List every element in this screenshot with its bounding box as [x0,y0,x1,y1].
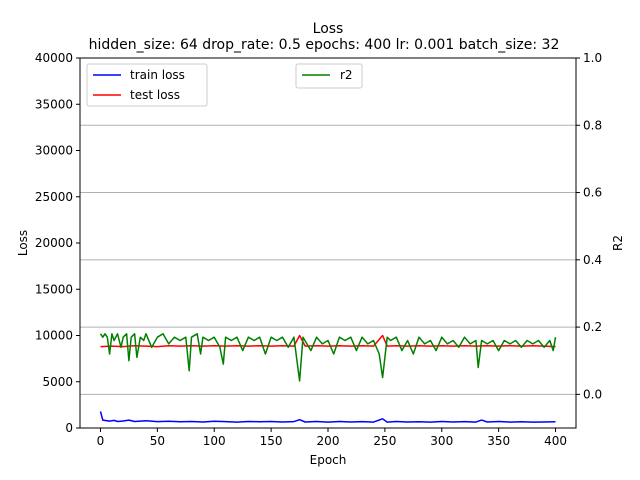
chart-title: Loss [313,21,344,37]
series-line-r2 [99,333,557,382]
y-tick-label: 0 [65,421,73,435]
x-tick-label: 100 [203,434,226,448]
y-tick-label: 40000 [35,51,73,65]
chart-subtitle: hidden_size: 64 drop_rate: 0.5 epochs: 4… [89,37,560,53]
y-tick-label: 5000 [42,375,73,389]
y2-tick-label: 0.2 [583,320,602,334]
x-axis-label: Epoch [310,453,347,467]
x-tick-label: 350 [487,434,510,448]
series-layer [99,333,557,423]
x-tick-label: 400 [544,434,567,448]
x-tick-label: 150 [260,434,283,448]
y-tick-label: 25000 [35,190,73,204]
series-line-train-loss [99,411,556,423]
y-tick-label: 35000 [35,97,73,111]
y-tick-label: 30000 [35,144,73,158]
y-tick-label: 20000 [35,236,73,250]
x-axis-ticks: 0 50 100 150 200 250 300 350 400 [97,428,567,448]
y-axis-label: Loss [16,230,30,256]
legend-train-loss-label: train loss [130,68,185,82]
legend-right: r2 [295,63,363,89]
y2-tick-label: 0.4 [583,253,602,267]
y2-tick-label: 1.0 [583,51,602,65]
legend-r2-label: r2 [340,68,353,82]
legend-left: train loss test loss [86,63,208,107]
y-tick-label: 10000 [35,329,73,343]
y-axis-ticks: 0 5000 10000 15000 20000 25000 30000 35000 40000 [35,51,80,435]
y2-tick-label: 0.0 [583,387,602,401]
x-tick-label: 50 [150,434,165,448]
legend-test-loss-label: test loss [130,88,180,102]
x-tick-label: 250 [373,434,396,448]
y-tick-label: 15000 [35,282,73,296]
x-tick-label: 300 [430,434,453,448]
x-tick-label: 200 [317,434,340,448]
legend-right-box [295,63,363,89]
gridlines [80,124,576,395]
y2-tick-label: 0.6 [583,186,602,200]
plot-frame [79,57,577,429]
y2-axis-label: R2 [611,235,625,251]
x-tick-label: 0 [97,434,105,448]
y2-axis-ticks: 0.0 0.2 0.4 0.6 0.8 1.0 [576,51,602,401]
y2-tick-label: 0.8 [583,118,602,132]
